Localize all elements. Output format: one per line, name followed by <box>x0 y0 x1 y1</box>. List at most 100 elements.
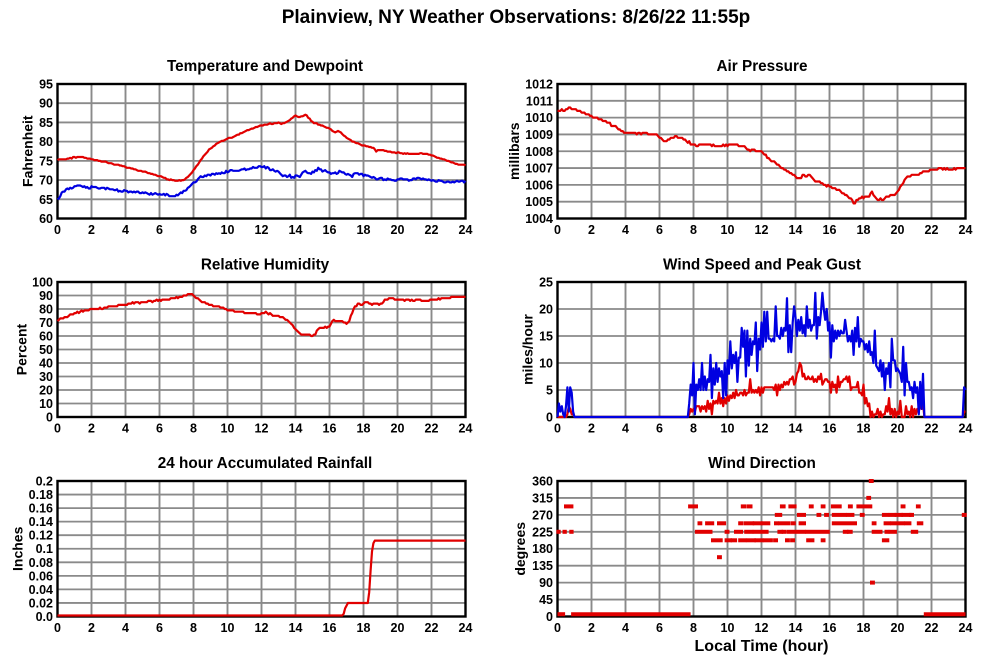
svg-text:8: 8 <box>190 223 197 237</box>
svg-text:0: 0 <box>546 411 553 425</box>
svg-text:60: 60 <box>39 212 53 226</box>
svg-text:1007: 1007 <box>525 162 553 176</box>
svg-text:1004: 1004 <box>525 212 553 226</box>
svg-text:1008: 1008 <box>525 145 553 159</box>
svg-text:24: 24 <box>459 621 473 635</box>
svg-text:20: 20 <box>891 422 905 436</box>
svg-text:14: 14 <box>289 223 303 237</box>
svg-text:0.06: 0.06 <box>29 569 53 583</box>
svg-text:Inches: Inches <box>10 526 26 571</box>
svg-text:0.2: 0.2 <box>36 475 53 489</box>
svg-text:Local Time (hour): Local Time (hour) <box>695 638 829 655</box>
svg-text:50: 50 <box>39 343 53 357</box>
svg-text:24: 24 <box>459 422 473 436</box>
svg-text:Air Pressure: Air Pressure <box>717 58 808 75</box>
svg-text:0.16: 0.16 <box>29 502 53 516</box>
svg-text:18: 18 <box>857 422 871 436</box>
svg-text:24: 24 <box>959 223 973 237</box>
svg-text:65: 65 <box>39 193 53 207</box>
svg-text:22: 22 <box>425 422 439 436</box>
svg-text:0.08: 0.08 <box>29 556 53 570</box>
svg-text:24: 24 <box>959 621 973 635</box>
svg-text:22: 22 <box>925 422 939 436</box>
svg-text:1010: 1010 <box>525 111 553 125</box>
svg-text:70: 70 <box>39 174 53 188</box>
svg-text:135: 135 <box>532 559 553 573</box>
svg-text:30: 30 <box>39 370 53 384</box>
svg-text:6: 6 <box>156 223 163 237</box>
svg-text:0.1: 0.1 <box>36 542 53 556</box>
svg-text:12: 12 <box>755 223 769 237</box>
svg-text:1012: 1012 <box>525 78 553 92</box>
svg-text:0.12: 0.12 <box>29 529 53 543</box>
svg-text:20: 20 <box>891 223 905 237</box>
svg-text:2: 2 <box>88 621 95 635</box>
svg-text:2: 2 <box>588 422 595 436</box>
svg-text:12: 12 <box>255 422 269 436</box>
svg-text:10: 10 <box>721 422 735 436</box>
svg-text:16: 16 <box>323 422 337 436</box>
svg-text:24: 24 <box>959 422 973 436</box>
svg-text:8: 8 <box>190 621 197 635</box>
svg-text:40: 40 <box>39 357 53 371</box>
svg-text:24 hour Accumulated Rainfall: 24 hour Accumulated Rainfall <box>158 455 373 472</box>
svg-text:10: 10 <box>221 621 235 635</box>
svg-text:degrees: degrees <box>512 522 528 576</box>
svg-text:1011: 1011 <box>526 94 553 108</box>
svg-text:14: 14 <box>789 223 803 237</box>
svg-text:0.18: 0.18 <box>29 488 53 502</box>
svg-text:0: 0 <box>46 411 53 425</box>
svg-text:0: 0 <box>54 621 61 635</box>
svg-text:12: 12 <box>755 422 769 436</box>
svg-text:Fahrenheit: Fahrenheit <box>20 115 36 187</box>
svg-text:225: 225 <box>532 525 553 539</box>
svg-text:8: 8 <box>690 422 697 436</box>
svg-text:0: 0 <box>54 223 61 237</box>
svg-text:90: 90 <box>39 97 53 111</box>
svg-text:315: 315 <box>532 491 553 505</box>
svg-text:6: 6 <box>656 621 663 635</box>
svg-text:90: 90 <box>539 576 553 590</box>
svg-text:16: 16 <box>823 621 837 635</box>
svg-text:20: 20 <box>891 621 905 635</box>
svg-text:4: 4 <box>622 223 629 237</box>
svg-text:360: 360 <box>532 475 553 489</box>
svg-text:95: 95 <box>39 78 53 92</box>
svg-text:10: 10 <box>721 621 735 635</box>
svg-text:Plainview, NY Weather Observat: Plainview, NY Weather Observations: 8/26… <box>282 7 751 28</box>
svg-text:4: 4 <box>622 621 629 635</box>
svg-text:8: 8 <box>690 223 697 237</box>
svg-text:Percent: Percent <box>14 323 30 375</box>
svg-text:22: 22 <box>425 223 439 237</box>
svg-text:12: 12 <box>255 223 269 237</box>
svg-text:18: 18 <box>857 223 871 237</box>
svg-text:0.14: 0.14 <box>29 515 53 529</box>
svg-text:85: 85 <box>39 116 53 130</box>
svg-text:8: 8 <box>190 422 197 436</box>
svg-text:2: 2 <box>88 422 95 436</box>
svg-text:12: 12 <box>255 621 269 635</box>
svg-text:Wind Direction: Wind Direction <box>708 455 816 472</box>
svg-text:4: 4 <box>622 422 629 436</box>
svg-text:25: 25 <box>539 276 553 290</box>
svg-text:60: 60 <box>39 330 53 344</box>
svg-text:20: 20 <box>391 422 405 436</box>
svg-text:12: 12 <box>755 621 769 635</box>
svg-text:80: 80 <box>39 303 53 317</box>
svg-text:16: 16 <box>823 422 837 436</box>
svg-text:20: 20 <box>39 384 53 398</box>
svg-text:0.04: 0.04 <box>29 583 53 597</box>
svg-text:18: 18 <box>357 223 371 237</box>
svg-text:24: 24 <box>459 223 473 237</box>
svg-text:15: 15 <box>539 330 553 344</box>
svg-text:0.0: 0.0 <box>36 610 53 624</box>
svg-text:6: 6 <box>656 422 663 436</box>
svg-text:0: 0 <box>554 422 561 436</box>
svg-text:Relative Humidity: Relative Humidity <box>201 257 330 274</box>
svg-text:90: 90 <box>39 289 53 303</box>
svg-text:16: 16 <box>823 223 837 237</box>
svg-text:6: 6 <box>656 223 663 237</box>
svg-text:1009: 1009 <box>525 128 553 142</box>
svg-text:75: 75 <box>39 154 53 168</box>
svg-text:0: 0 <box>554 223 561 237</box>
